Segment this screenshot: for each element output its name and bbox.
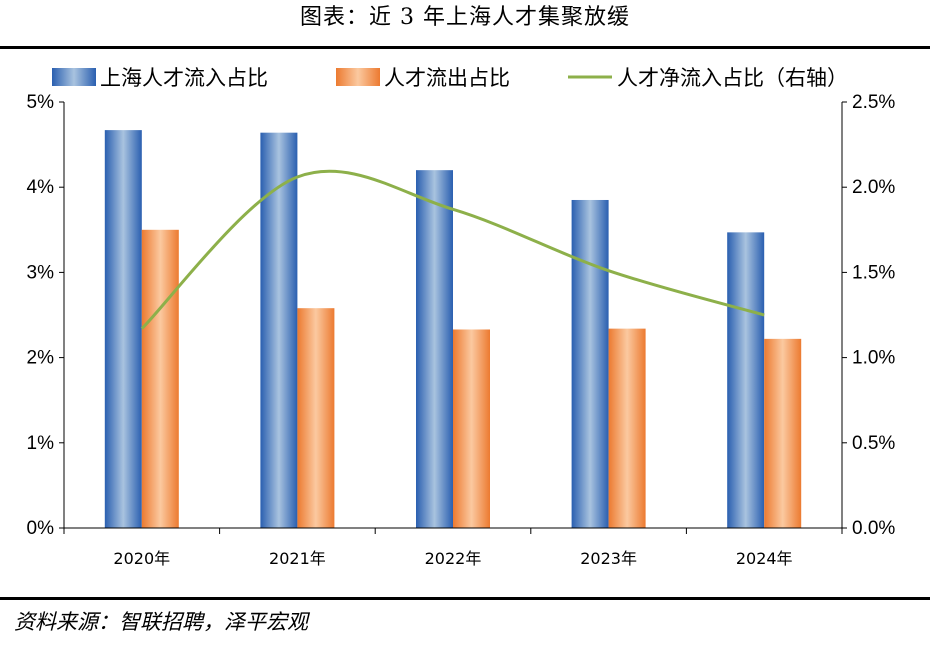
legend-label-inflow: 上海人才流入占比 — [100, 66, 268, 90]
bar-inflow — [260, 132, 298, 528]
legend: 上海人才流入占比 人才流出占比 人才净流入占比（右轴） — [52, 66, 848, 90]
line-net-inflow — [140, 169, 765, 330]
y-left-tick-label: 4% — [27, 177, 55, 198]
source-note: 资料来源：智联招聘，泽平宏观 — [14, 610, 308, 634]
x-tick-label: 2022年 — [425, 549, 482, 568]
y-left-tick-label: 3% — [27, 262, 55, 283]
y-right-tick-label: 2.5% — [852, 92, 895, 113]
bar-inflow — [727, 232, 765, 528]
bar-inflow — [416, 170, 453, 528]
legend-swatch-inflow — [52, 68, 96, 86]
x-tick-label: 2021年 — [269, 549, 326, 568]
legend-swatch-outflow — [336, 68, 380, 86]
bar-outflow — [141, 229, 179, 529]
legend-label-net: 人才净流入占比（右轴） — [617, 66, 848, 90]
top-rule — [0, 46, 930, 49]
y-left-tick-label: 1% — [27, 433, 55, 454]
bar-inflow — [104, 130, 142, 528]
y-left-tick-label: 2% — [27, 348, 55, 369]
y-left-tick-label: 0% — [27, 518, 55, 539]
y-right-tick-label: 2.0% — [852, 177, 895, 198]
bar-outflow — [297, 308, 335, 528]
y-right-tick-label: 1.0% — [852, 348, 895, 369]
bar-outflow — [608, 328, 646, 528]
legend-label-outflow: 人才流出占比 — [384, 66, 510, 90]
y-right-tick-label: 1.5% — [852, 262, 895, 283]
y-right-tick-label: 0.0% — [852, 518, 895, 539]
bottom-rule — [0, 597, 930, 600]
x-tick-label: 2024年 — [736, 549, 793, 568]
plot-area: 0% 1% 2% 3% 4% 5% 0.0% 0.5% 1.0% 1.5% 2.0% 2.5% 2020… — [27, 92, 896, 568]
chart-title: 图表：近 3 年上海人才集聚放缓 — [300, 5, 630, 30]
bar-inflow — [571, 199, 609, 529]
y-right-tick-label: 0.5% — [852, 433, 895, 454]
chart: 上海人才流入占比 人才流出占比 人才净流入占比（右轴） 0% 1% 2% 3% 4% 5%… — [27, 66, 896, 568]
x-tick-label: 2020年 — [113, 549, 170, 568]
bar-outflow — [764, 338, 802, 528]
x-tick-label: 2023年 — [580, 549, 637, 568]
y-left-tick-label: 5% — [27, 92, 55, 113]
bar-outflow — [453, 329, 490, 528]
